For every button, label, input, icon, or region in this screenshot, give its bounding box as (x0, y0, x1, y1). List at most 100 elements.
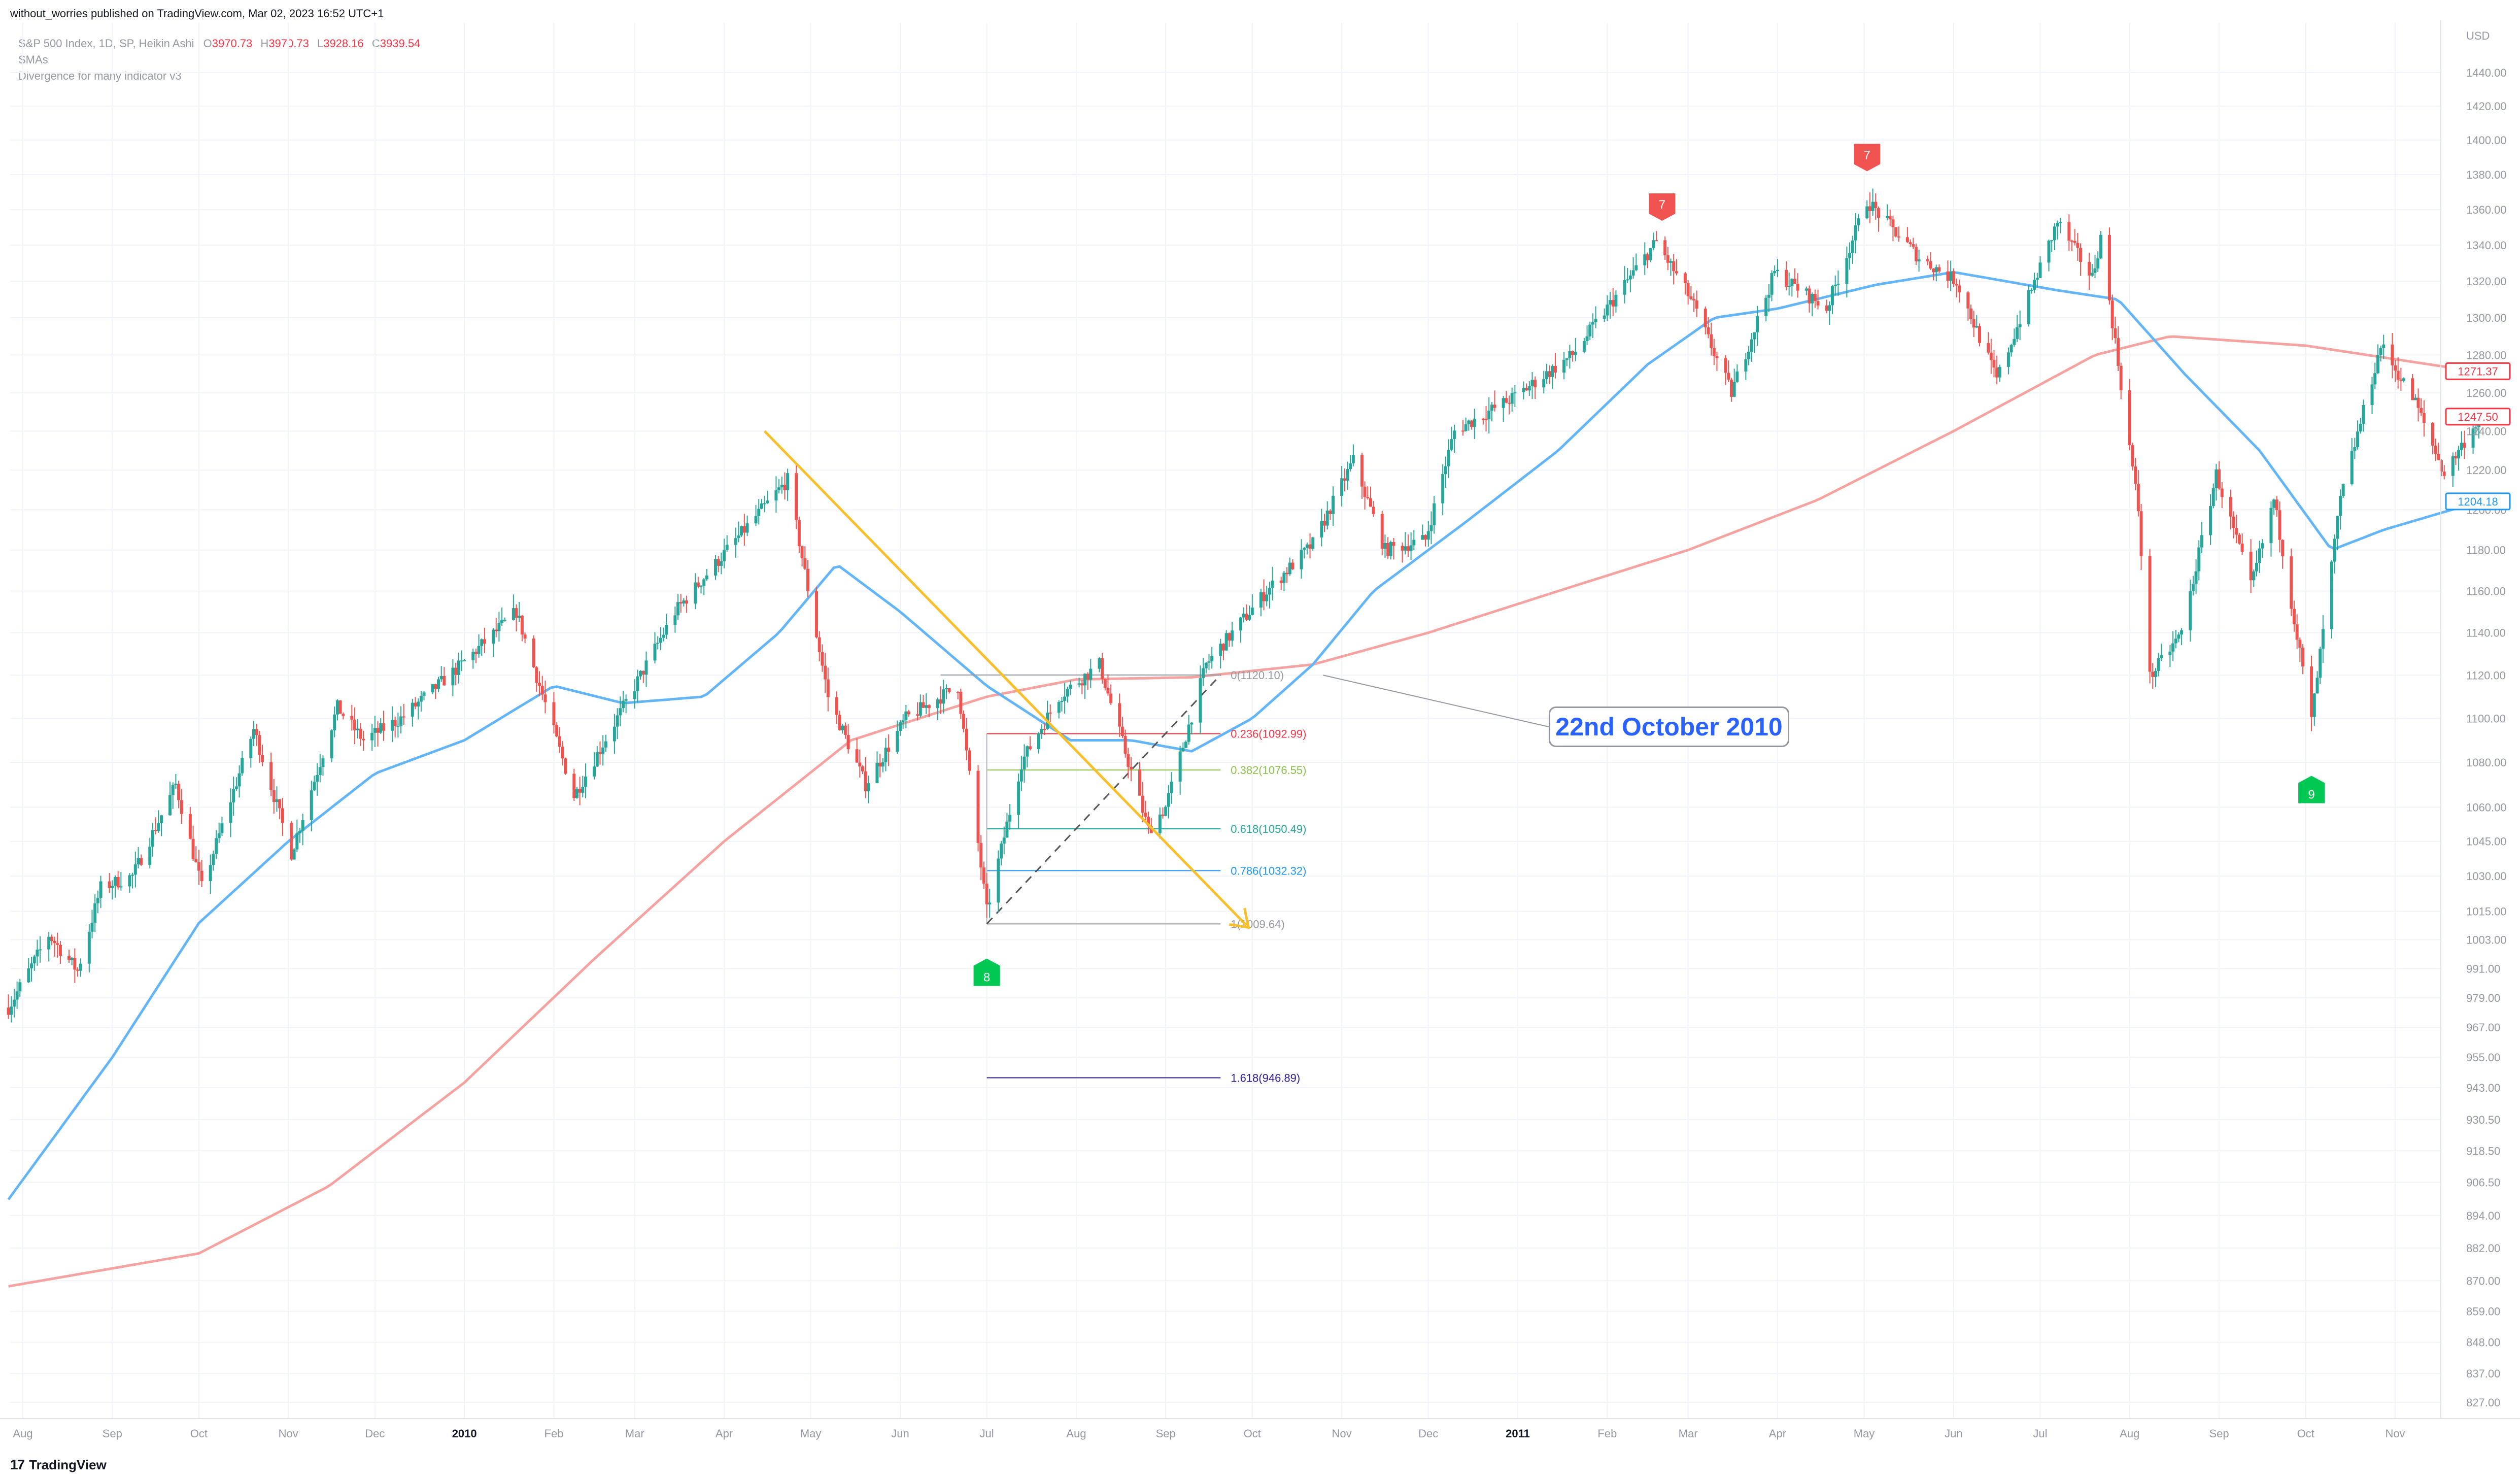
candle-up (2373, 373, 2377, 385)
candle-up (2457, 450, 2461, 459)
candle-down (922, 702, 925, 708)
tradingview-logo-icon: 17 (10, 1457, 25, 1472)
candle-down (855, 749, 859, 763)
candle-up (1242, 614, 1245, 618)
candle-down (269, 762, 273, 790)
candle-down (2295, 624, 2299, 640)
y-axis-unit: USD (2466, 29, 2490, 42)
x-tick-label: Apr (716, 1427, 733, 1440)
candle-up (659, 637, 662, 643)
candle-down (1784, 270, 1788, 287)
candle-down (200, 870, 203, 882)
candle-up (1239, 617, 1243, 631)
x-tick-label: Feb (1597, 1427, 1617, 1440)
candle-up (2189, 591, 2192, 630)
candle-up (662, 634, 665, 638)
fibonacci-retracement[interactable]: 0(1120.10) 0.236(1092.99) 0.382(1076.55) 0.… (940, 669, 1307, 1085)
sma-slow-path (8, 335, 2479, 1288)
candle-down (154, 830, 157, 831)
candle-down (362, 738, 365, 741)
candle-down (979, 843, 983, 868)
candle-down (2394, 365, 2397, 371)
candle-up (780, 485, 784, 488)
candle-up (2379, 348, 2382, 355)
candle-up (390, 720, 394, 731)
candle-down (454, 667, 458, 675)
candle-up (90, 923, 94, 932)
y-tick-label: 1420.00 (2466, 100, 2507, 113)
candle-down (1978, 326, 1982, 343)
candle-down (1138, 769, 1142, 796)
y-tick-label: 930.50 (2466, 1114, 2500, 1126)
candle-down (1937, 267, 1941, 272)
candle-down (1813, 294, 1817, 301)
candle-up (745, 523, 749, 533)
tradingview-brand[interactable]: 17 TradingView (10, 1457, 107, 1473)
legend-close-key: C (371, 37, 380, 50)
candle-down (1461, 430, 1465, 432)
y-tick-label: 943.00 (2466, 1082, 2500, 1094)
candle-up (1008, 815, 1012, 822)
candle-down (1505, 398, 1508, 403)
candle-down (194, 859, 198, 862)
candle-up (604, 741, 607, 748)
candle-up (310, 790, 313, 821)
candle-up (417, 701, 420, 707)
candle-down (1534, 380, 1537, 388)
candle-up (737, 535, 740, 539)
y-tick-label: 1380.00 (2466, 169, 2507, 181)
candle-up (1265, 594, 1269, 601)
candle-down (821, 652, 824, 666)
candle-down (939, 699, 942, 704)
x-tick-label: Nov (1332, 1427, 1352, 1440)
candle-down (641, 670, 645, 675)
candle-up (1383, 543, 1387, 549)
candle-down (2114, 328, 2117, 339)
candle-up (1167, 793, 1170, 807)
candle-up (1300, 550, 1303, 569)
candle-up (18, 982, 22, 992)
last-value-badge (2445, 492, 2511, 511)
candle-down (1683, 273, 1687, 283)
candle-up (1210, 656, 1214, 662)
candle-down (2119, 365, 2123, 390)
candle-up (723, 550, 726, 561)
candle-down (1874, 201, 1878, 209)
candle-up (1288, 562, 1291, 575)
candle-up (36, 950, 39, 957)
candle-up (867, 783, 870, 792)
candle-up (301, 820, 304, 831)
candle-up (2319, 649, 2322, 678)
candle-up (619, 708, 622, 716)
x-tick-label: Sep (2209, 1427, 2229, 1440)
candle-up (220, 823, 224, 833)
candle-up (111, 886, 114, 888)
candle-down (927, 705, 931, 709)
x-tick-label: Mar (625, 1427, 644, 1440)
candle-down (2290, 556, 2293, 609)
candle-up (1545, 371, 1548, 380)
candle-down (73, 958, 77, 970)
candle-up (159, 815, 163, 823)
legend-divergence-indicator[interactable]: Divergence for many indicator v3 (18, 70, 182, 82)
candle-up (333, 714, 336, 731)
candle-up (2180, 630, 2184, 635)
candle-down (1285, 573, 1289, 575)
trendline[interactable] (763, 430, 1549, 929)
candle-up (2006, 352, 2010, 367)
y-tick-label: 870.00 (2466, 1275, 2500, 1288)
candle-down (1118, 703, 1121, 727)
candle-up (1060, 701, 1064, 702)
candle-up (2211, 488, 2215, 507)
candle-down (947, 688, 951, 692)
candle-up (2471, 428, 2475, 448)
candle-up (1349, 463, 1352, 469)
date-callout[interactable]: 22nd October 2010 (1549, 707, 1789, 747)
candle-up (2209, 506, 2212, 535)
candle-up (439, 676, 443, 680)
candle-up (411, 702, 414, 717)
candle-up (335, 700, 339, 715)
candle-up (2359, 423, 2362, 432)
candle-up (168, 795, 172, 816)
